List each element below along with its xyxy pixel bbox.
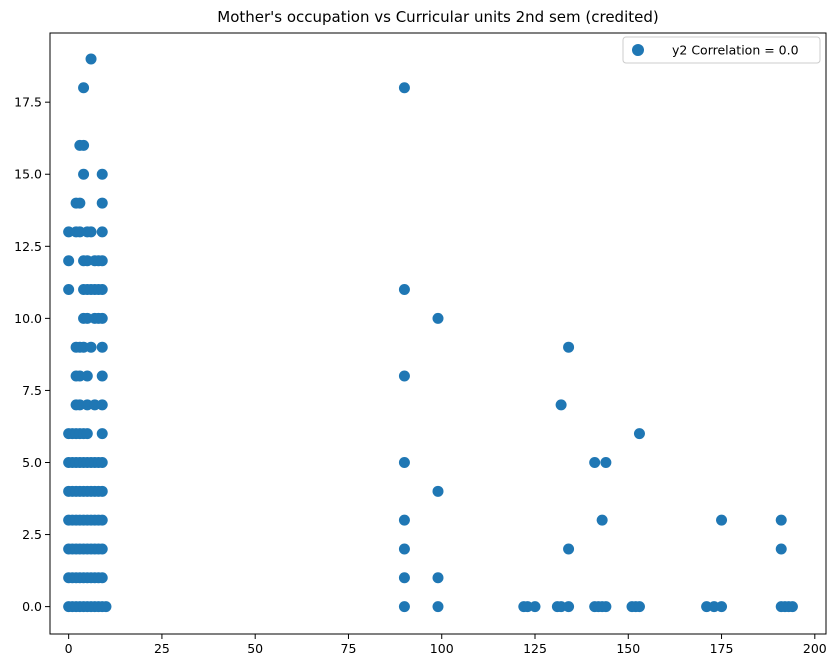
data-point	[786, 601, 798, 613]
data-point	[398, 456, 410, 468]
data-point	[398, 601, 410, 613]
data-point	[398, 543, 410, 555]
data-point	[63, 284, 75, 296]
data-point	[81, 428, 93, 440]
legend-box	[622, 36, 821, 64]
data-point	[633, 601, 645, 613]
data-point	[96, 197, 108, 209]
data-point	[96, 572, 108, 584]
data-point	[432, 485, 444, 497]
data-point	[398, 284, 410, 296]
plot-frame	[49, 32, 827, 635]
data-point	[432, 312, 444, 324]
x-tick-label: 150	[616, 641, 640, 656]
y-tick-label: 12.5	[14, 239, 42, 254]
data-point	[432, 601, 444, 613]
y-tick-label: 15.0	[14, 167, 42, 182]
data-point	[96, 428, 108, 440]
data-point	[775, 514, 787, 526]
data-point	[100, 601, 112, 613]
data-point	[633, 428, 645, 440]
data-point	[96, 168, 108, 180]
x-tick-label: 175	[710, 641, 734, 656]
legend-marker	[632, 44, 644, 56]
y-tick-label: 7.5	[22, 383, 42, 398]
y-tick-label: 0.0	[22, 599, 42, 614]
data-point	[432, 572, 444, 584]
x-tick-label: 100	[430, 641, 454, 656]
x-tick-label: 25	[154, 641, 170, 656]
data-point	[529, 601, 541, 613]
data-point	[96, 312, 108, 324]
data-point	[398, 514, 410, 526]
y-axis-ticks: 0.0 2.5 5.0 7.5 10.0 12.5 15.0 17.5	[14, 95, 50, 614]
y-tick-label: 5.0	[22, 455, 42, 470]
data-point	[775, 543, 787, 555]
data-point	[96, 399, 108, 411]
chart-title: Mother's occupation vs Curricular units …	[217, 8, 658, 26]
data-point	[563, 601, 575, 613]
y-tick-label: 10.0	[14, 311, 42, 326]
data-point	[96, 543, 108, 555]
data-point	[596, 514, 608, 526]
x-tick-label: 75	[341, 641, 357, 656]
y-tick-label: 17.5	[14, 95, 42, 110]
y-tick-label: 2.5	[22, 527, 42, 542]
data-point	[78, 82, 90, 94]
legend-label: y2 Correlation = 0.0	[672, 43, 799, 58]
data-point	[398, 82, 410, 94]
data-point	[63, 255, 75, 267]
data-point	[96, 284, 108, 296]
data-point	[96, 341, 108, 353]
data-point	[398, 572, 410, 584]
data-point	[96, 226, 108, 238]
data-point	[398, 370, 410, 382]
x-axis-ticks: 0 25 50 75 100 125 150 175 200	[65, 634, 827, 656]
data-point	[555, 399, 567, 411]
data-point	[716, 514, 728, 526]
x-tick-label: 50	[247, 641, 263, 656]
data-point	[600, 456, 612, 468]
data-point	[600, 601, 612, 613]
data-point	[96, 514, 108, 526]
data-points-layer	[63, 53, 798, 613]
x-tick-label: 0	[65, 641, 73, 656]
x-tick-label: 125	[523, 641, 547, 656]
data-point	[96, 485, 108, 497]
data-point	[85, 226, 97, 238]
data-point	[716, 601, 728, 613]
data-point	[96, 370, 108, 382]
data-point	[78, 168, 90, 180]
data-point	[85, 53, 97, 65]
x-tick-label: 200	[803, 641, 827, 656]
data-point	[78, 139, 90, 151]
data-point	[85, 341, 97, 353]
data-point	[96, 255, 108, 267]
legend: y2 Correlation = 0.0	[622, 36, 821, 64]
data-point	[81, 370, 93, 382]
data-point	[589, 456, 601, 468]
data-point	[96, 456, 108, 468]
data-point	[563, 341, 575, 353]
data-point	[74, 197, 86, 209]
data-point	[563, 543, 575, 555]
